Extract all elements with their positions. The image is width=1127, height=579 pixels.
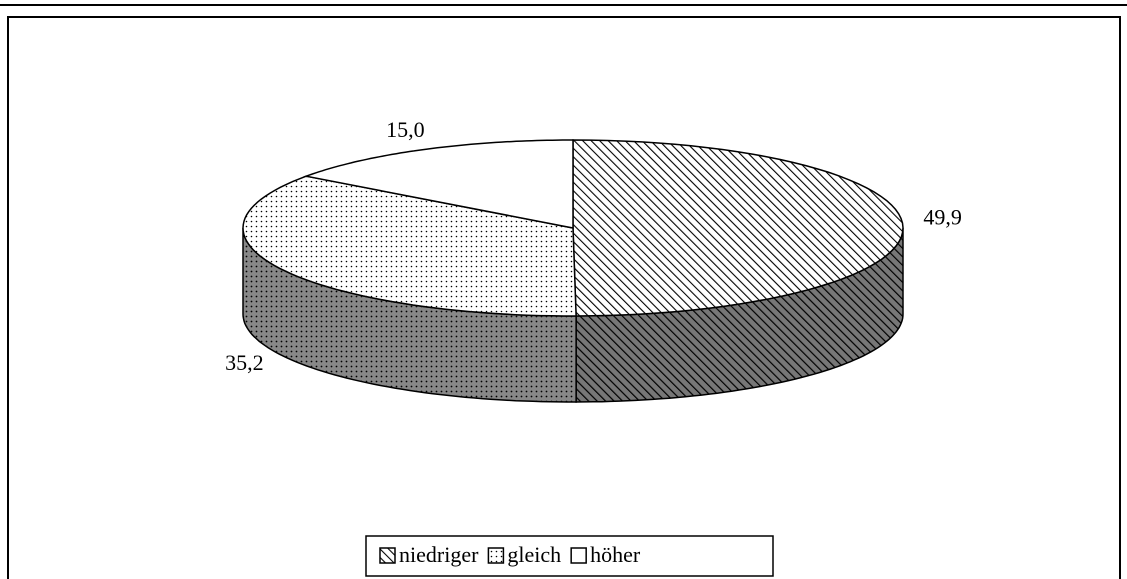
slice (303, 139, 574, 229)
legend-label: gleich (507, 542, 561, 567)
legend-swatch (379, 547, 396, 564)
legend-swatch (570, 547, 587, 564)
legend-swatch (487, 547, 505, 564)
legend-label: niedriger (399, 542, 479, 567)
data-label: 49,9 (923, 205, 962, 230)
chart-frame (7, 16, 1121, 579)
legend-box (365, 535, 774, 577)
data-label: 35,2 (225, 350, 264, 375)
data-label: 15,0 (386, 117, 425, 142)
slice (572, 139, 904, 317)
legend-label: höher (590, 542, 641, 567)
slice (242, 175, 577, 317)
